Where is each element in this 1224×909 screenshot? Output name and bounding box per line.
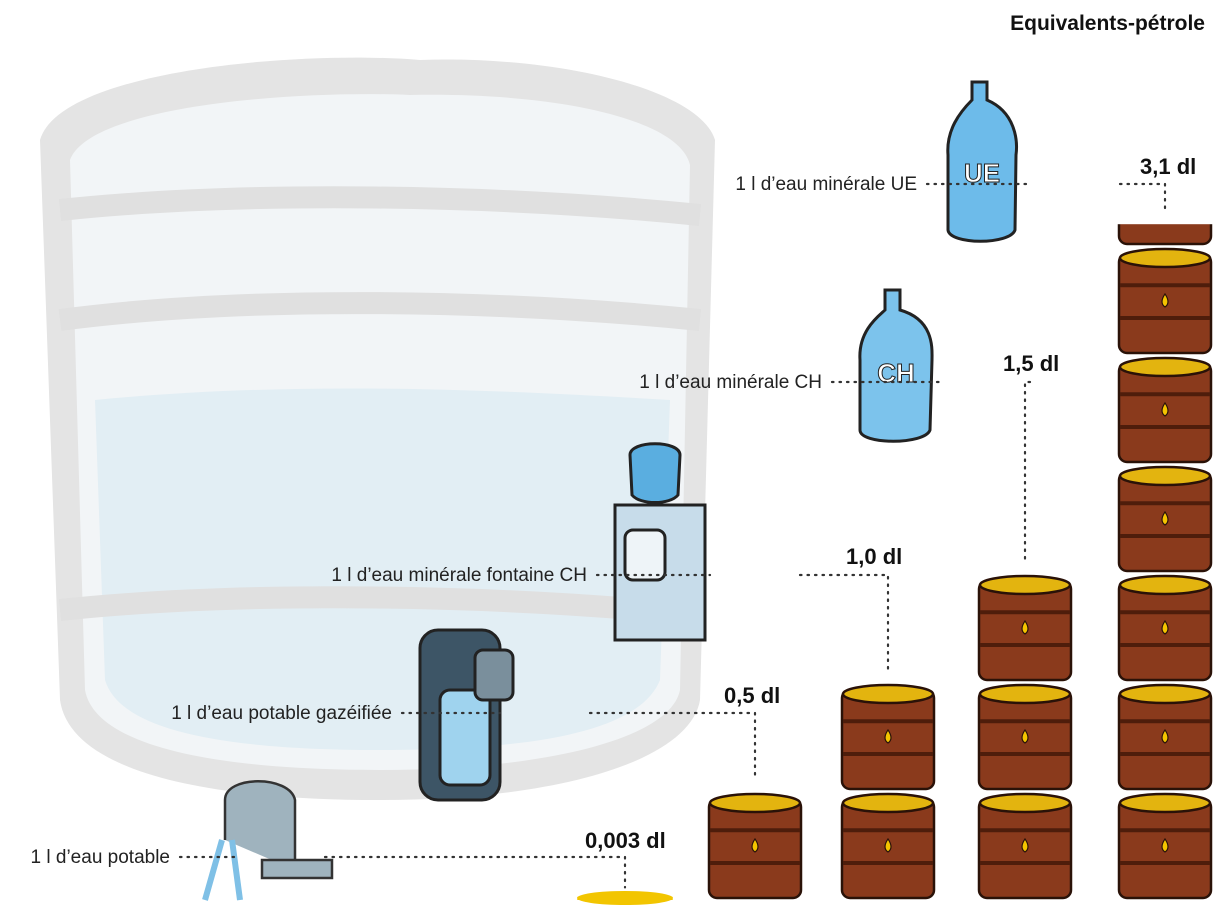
- category-label: 1 l d’eau minérale CH: [639, 372, 822, 393]
- oil-column: [707, 791, 803, 900]
- value-label: 0,003 dl: [585, 828, 666, 853]
- oil-puddle: [577, 891, 673, 905]
- oil-column: [1117, 224, 1213, 900]
- oil-column: [977, 573, 1073, 900]
- category-label: 1 l d’eau minérale UE: [735, 174, 917, 195]
- oil-column: [840, 682, 936, 900]
- category-label: 1 l d’eau minérale fontaine CH: [331, 565, 587, 586]
- tap-icon: [205, 781, 332, 900]
- category-label: 1 l d’eau potable: [31, 847, 170, 868]
- value-label: 1,5 dl: [1003, 351, 1059, 376]
- category-label: 1 l d’eau potable gazéifiée: [171, 703, 392, 724]
- water-glass-illustration: [40, 58, 715, 800]
- value-label: 0,5 dl: [724, 683, 780, 708]
- oil-column: [577, 899, 673, 900]
- svg-text:CH: CH: [877, 358, 915, 388]
- bottle-ue-icon: UE: [948, 82, 1017, 241]
- leader-line: [180, 857, 625, 887]
- chart-title: Equivalents-pétrole: [1010, 12, 1205, 35]
- infographic: Equivalents-pétrole CH UE 1 l d’eau pota…: [0, 0, 1224, 909]
- value-label: 1,0 dl: [846, 544, 902, 569]
- value-label: 3,1 dl: [1140, 154, 1196, 179]
- soda-maker-icon: [420, 630, 513, 800]
- bottle-ch-icon: CH: [860, 290, 932, 441]
